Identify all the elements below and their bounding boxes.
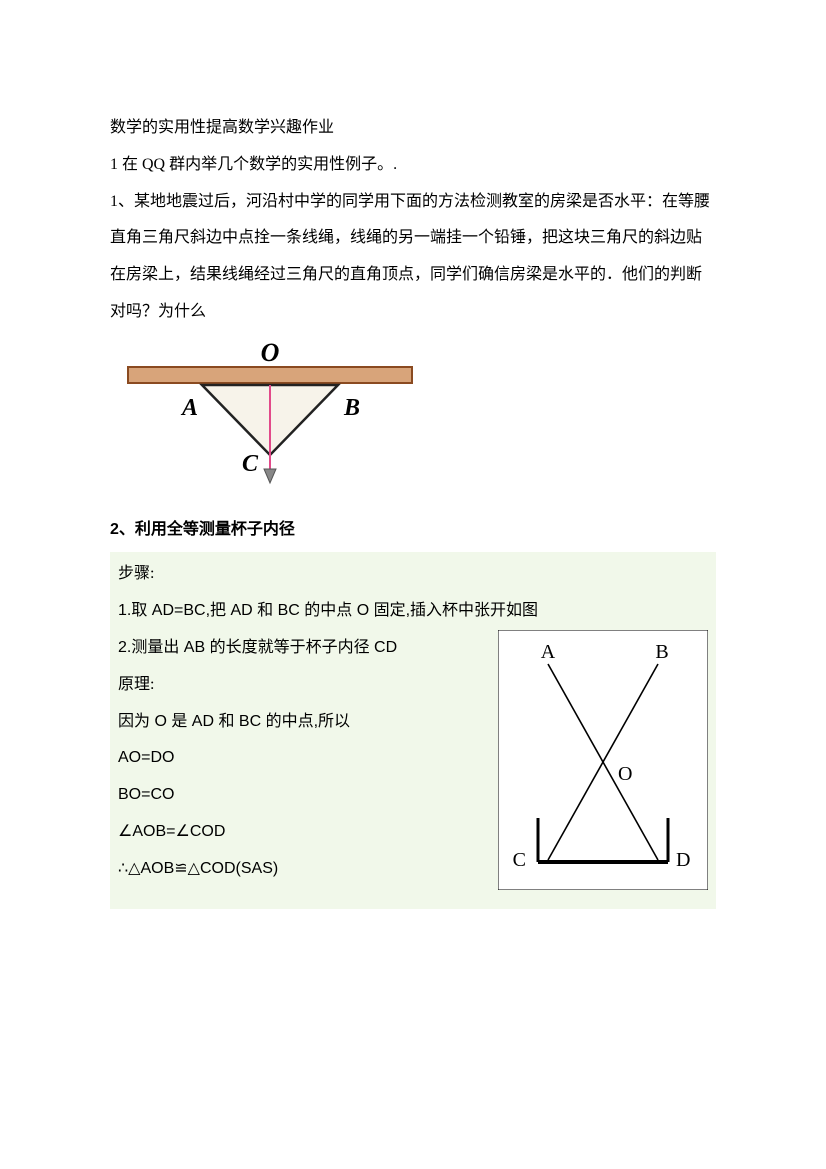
figure-2: A B O C D: [498, 630, 708, 905]
proof-line-2: AO=DO: [118, 740, 490, 777]
intro-line: 1 在 QQ 群内举几个数学的实用性例子。.: [110, 147, 716, 184]
proof-line-5: ∴△AOB≌△COD(SAS): [118, 851, 490, 888]
svg-text:C: C: [242, 451, 259, 477]
figure-1: O A B C: [120, 337, 716, 502]
svg-text:O: O: [618, 763, 632, 785]
steps-label: 步骤:: [118, 556, 708, 593]
step-1: 1.取 AD=BC,把 AD 和 BC 的中点 O 固定,插入杯中张开如图: [118, 593, 708, 630]
svg-text:A: A: [541, 641, 556, 663]
svg-text:D: D: [676, 849, 690, 871]
svg-text:A: A: [180, 395, 198, 421]
svg-text:B: B: [343, 395, 360, 421]
example2-block: 步骤: 1.取 AD=BC,把 AD 和 BC 的中点 O 固定,插入杯中张开如…: [110, 552, 716, 908]
svg-text:B: B: [655, 641, 668, 663]
cup-congruence-diagram: A B O C D: [498, 630, 708, 890]
svg-text:C: C: [513, 849, 526, 871]
proof-line-3: BO=CO: [118, 777, 490, 814]
document-page: 数学的实用性提高数学兴趣作业 1 在 QQ 群内举几个数学的实用性例子。. 1、…: [0, 0, 826, 1169]
example2-title: 2、利用全等测量杯子内径: [110, 512, 716, 549]
heading: 数学的实用性提高数学兴趣作业: [110, 110, 716, 147]
principle-label: 原理:: [118, 667, 490, 704]
example1-text: 1、某地地震过后，河沿村中学的同学用下面的方法检测教室的房梁是否水平：在等腰直角…: [110, 184, 716, 331]
svg-text:O: O: [261, 338, 280, 367]
step-2: 2.测量出 AB 的长度就等于杯子内径 CD: [118, 630, 490, 667]
triangle-plumb-diagram: O A B C: [120, 337, 420, 487]
proof-line-1: 因为 O 是 AD 和 BC 的中点,所以: [118, 704, 490, 741]
proof-line-4: ∠AOB=∠COD: [118, 814, 490, 851]
